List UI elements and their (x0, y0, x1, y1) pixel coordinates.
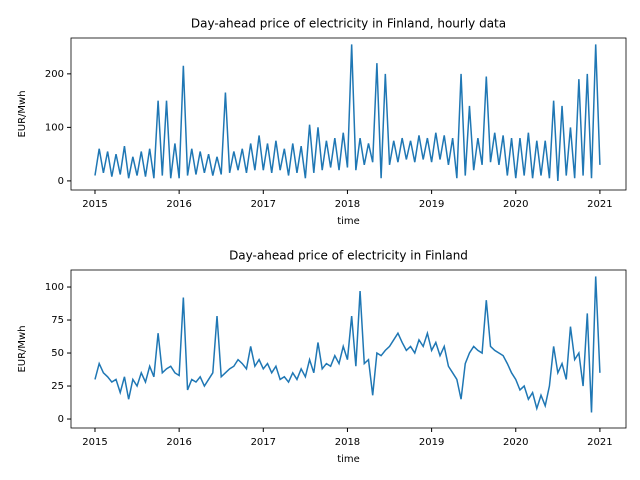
data-line (94, 44, 601, 181)
axes-frame (70, 269, 627, 429)
x-tick-label: 2017 (251, 199, 276, 210)
chart-title: Day-ahead price of electricity in Finlan… (229, 249, 468, 263)
y-tick-label: 100 (45, 122, 64, 133)
x-tick-label: 2015 (82, 199, 107, 210)
x-tick-label: 2021 (587, 199, 612, 210)
x-tick-label: 2016 (166, 199, 191, 210)
data-line (94, 276, 601, 413)
x-tick-label: 2019 (419, 437, 444, 448)
y-tick-label: 0 (58, 176, 64, 187)
y-tick-label: 0 (58, 414, 64, 425)
x-tick-label: 2020 (503, 437, 528, 448)
x-tick-label: 2019 (419, 199, 444, 210)
y-tick-label: 25 (51, 381, 64, 392)
y-tick-label: 50 (51, 348, 64, 359)
x-tick-label: 2015 (82, 437, 107, 448)
y-tick-label: 200 (45, 69, 64, 80)
x-axis-label: time (337, 216, 360, 227)
x-tick-label: 2021 (587, 437, 612, 448)
y-tick-label: 75 (51, 315, 64, 326)
x-tick-label: 2018 (335, 199, 360, 210)
y-axis-label: EUR/Mwh (17, 325, 28, 372)
x-tick-label: 2016 (166, 437, 191, 448)
chart-title: Day-ahead price of electricity in Finlan… (191, 17, 506, 31)
axes-frame (70, 37, 627, 191)
x-tick-label: 2020 (503, 199, 528, 210)
y-tick-label: 100 (45, 282, 64, 293)
x-tick-label: 2018 (335, 437, 360, 448)
x-tick-label: 2017 (251, 437, 276, 448)
x-axis-label: time (337, 454, 360, 465)
y-axis-label: EUR/Mwh (17, 90, 28, 137)
